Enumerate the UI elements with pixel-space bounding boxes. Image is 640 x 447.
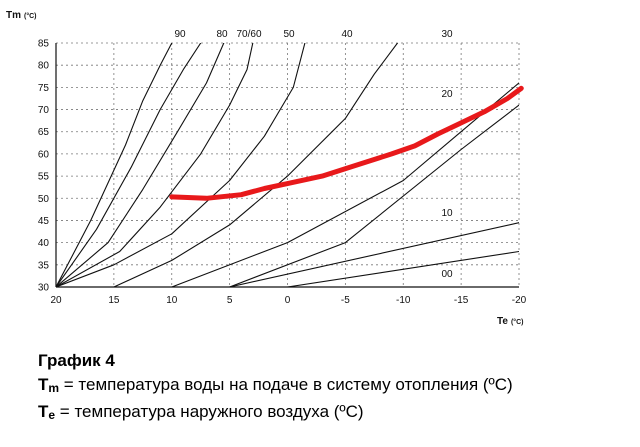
te-description: = температура наружного воздуха (ºC) bbox=[55, 402, 364, 421]
y-tick-label: 30 bbox=[38, 283, 50, 294]
curve-label: 00 bbox=[441, 269, 453, 280]
curve-90 bbox=[56, 43, 173, 287]
curve-50 bbox=[56, 43, 306, 287]
highlighted-curve bbox=[169, 85, 524, 201]
x-axis-symbol: Te bbox=[497, 316, 508, 327]
red-heating-curve bbox=[169, 85, 524, 201]
y-tick-label: 80 bbox=[38, 61, 50, 72]
y-tick-label: 60 bbox=[38, 149, 50, 160]
curve-label: 90 bbox=[174, 29, 186, 40]
curve-label: 70/60 bbox=[236, 29, 261, 40]
tm-symbol: T bbox=[38, 375, 49, 394]
x-tick-label: 0 bbox=[285, 295, 291, 306]
y-tick-label: 45 bbox=[38, 216, 50, 227]
curve-label: 20 bbox=[441, 89, 453, 100]
legend-te: Te = температура наружного воздуха (ºC) bbox=[38, 400, 638, 427]
chart-caption: График 4 Tm = температура воды на подаче… bbox=[38, 349, 638, 427]
y-axis-label: Tm (°C) bbox=[6, 10, 37, 21]
curve-80 bbox=[56, 43, 202, 287]
y-tick-label: 85 bbox=[38, 39, 50, 50]
curve-00 bbox=[286, 250, 519, 287]
y-tick-label: 75 bbox=[38, 83, 50, 94]
plot-frame bbox=[55, 43, 519, 288]
y-tick-label: 50 bbox=[38, 194, 50, 205]
curve-10 bbox=[229, 222, 519, 287]
x-axis-unit: (°C) bbox=[511, 318, 524, 326]
curve-label: 40 bbox=[341, 29, 353, 40]
y-tick-label: 40 bbox=[38, 238, 50, 249]
curve-20 bbox=[229, 104, 519, 287]
tm-description: = температура воды на подаче в систему о… bbox=[59, 375, 513, 394]
curve-label: 80 bbox=[216, 29, 228, 40]
x-tick-label: -15 bbox=[454, 295, 469, 306]
x-tick-label: -5 bbox=[341, 295, 350, 306]
heating-curves bbox=[56, 43, 519, 287]
chart-title: График 4 bbox=[38, 351, 115, 370]
x-tick-label: 15 bbox=[108, 295, 120, 306]
y-axis-symbol: Tm bbox=[6, 10, 21, 21]
curve-60 bbox=[56, 43, 254, 287]
x-tick-labels: 20 15 10 5 0 -5 -10 -15 -20 bbox=[50, 295, 526, 306]
y-tick-label: 55 bbox=[38, 172, 50, 183]
x-tick-label: 5 bbox=[227, 295, 233, 306]
x-tick-label: -10 bbox=[396, 295, 411, 306]
chart-grid bbox=[55, 42, 520, 288]
y-tick-label: 70 bbox=[38, 105, 50, 116]
y-axis-unit: (°C) bbox=[24, 12, 37, 20]
curve-label: 50 bbox=[283, 29, 295, 40]
te-subscript: e bbox=[48, 408, 56, 422]
y-tick-label: 35 bbox=[38, 260, 50, 271]
curve-label: 30 bbox=[441, 29, 453, 40]
x-tick-label: -20 bbox=[512, 295, 527, 306]
curve-40 bbox=[113, 43, 399, 287]
te-symbol: T bbox=[38, 402, 49, 421]
legend-tm: Tm = температура воды на подаче в систем… bbox=[38, 373, 638, 400]
curve-labels: 90 80 70/60 50 40 30 20 10 00 bbox=[174, 29, 453, 280]
x-tick-label: 10 bbox=[166, 295, 178, 306]
y-tick-labels: 30 35 40 45 50 55 60 65 70 75 80 85 bbox=[38, 39, 50, 294]
x-axis-label: Te (°C) bbox=[497, 316, 523, 327]
curve-70 bbox=[56, 43, 225, 287]
curve-label: 10 bbox=[441, 208, 453, 219]
tm-subscript: m bbox=[48, 381, 60, 395]
x-tick-label: 20 bbox=[50, 295, 62, 306]
y-tick-label: 65 bbox=[38, 127, 50, 138]
